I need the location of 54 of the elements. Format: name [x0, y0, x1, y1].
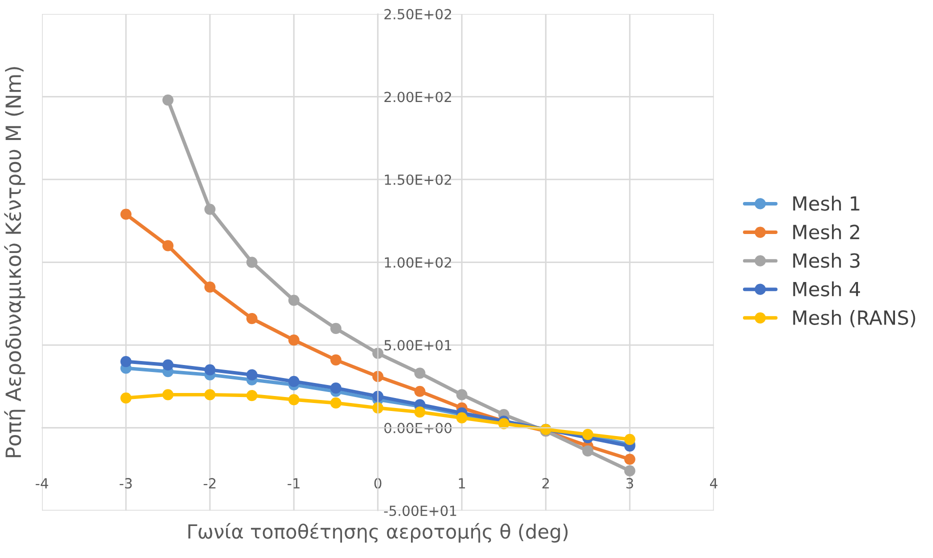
- point: [456, 412, 468, 424]
- point: [246, 390, 258, 402]
- point: [120, 392, 132, 404]
- x-tick-label: -1: [288, 478, 300, 488]
- point: [162, 240, 174, 252]
- point: [414, 406, 426, 418]
- y-tick-label: 2.00E+02: [384, 92, 452, 102]
- x-tick-label: -4: [36, 478, 48, 488]
- y-tick-label: 1.00E+02: [384, 257, 452, 268]
- legend-label: Mesh 3: [793, 252, 860, 268]
- legend-label: Mesh 2: [793, 224, 860, 240]
- point: [330, 382, 342, 394]
- y-axis-title: Ροπή Αεροδυναμικού Κέντρου Μ (Nm): [4, 67, 26, 458]
- legend-label: Mesh 1: [793, 196, 860, 211]
- point: [288, 376, 300, 388]
- y-tick-label: 5.00E+01: [384, 340, 452, 351]
- point: [414, 386, 426, 397]
- point: [330, 322, 342, 334]
- x-tick-label: 3: [626, 478, 634, 489]
- point: [204, 282, 216, 293]
- point: [162, 359, 174, 370]
- x-tick-label: 0: [374, 478, 382, 489]
- point: [204, 364, 216, 376]
- point: [246, 369, 258, 380]
- point: [162, 389, 174, 400]
- y-tick-label: 1.50E+02: [384, 174, 452, 185]
- point: [456, 389, 468, 400]
- point: [330, 397, 342, 409]
- x-tick-label: -3: [120, 478, 132, 489]
- point: [624, 465, 636, 476]
- point: [204, 204, 216, 215]
- legend-label: Mesh 4: [793, 281, 860, 296]
- x-tick-label: 2: [542, 478, 549, 488]
- x-tick-label: 4: [710, 478, 718, 488]
- point: [624, 454, 636, 465]
- point: [246, 256, 258, 268]
- x-tick-label: 1: [458, 478, 465, 488]
- x-axis-title: Γωνία τοποθέτησης αεροτομής θ (deg): [188, 522, 568, 543]
- point: [288, 334, 300, 346]
- point: [288, 294, 300, 306]
- y-tick-label: 2.50E+02: [384, 8, 452, 20]
- point: [120, 356, 132, 368]
- point: [414, 368, 426, 379]
- point: [330, 354, 342, 366]
- y-tick-label: -5.00E+01: [384, 506, 456, 516]
- point: [624, 434, 636, 445]
- legend-label: Mesh (RANS): [793, 310, 916, 328]
- point: [288, 394, 300, 406]
- point: [582, 445, 594, 457]
- point: [120, 208, 132, 220]
- point: [162, 94, 174, 106]
- point: [204, 389, 216, 400]
- point: [246, 312, 258, 324]
- x-tick-label: -2: [204, 478, 216, 488]
